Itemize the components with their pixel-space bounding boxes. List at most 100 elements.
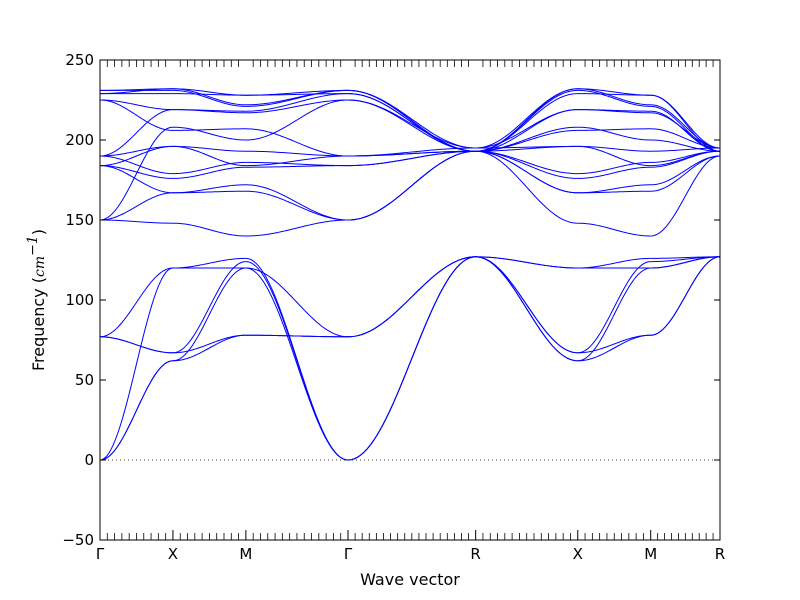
band-line-0-13	[99, 145, 173, 157]
x-tick-label: Γ	[344, 545, 353, 563]
band-line-2-7	[245, 190, 349, 221]
band-line-6-18	[650, 94, 721, 152]
band-line-1-18	[172, 88, 246, 96]
band-line-2-8	[245, 184, 349, 221]
band-line-1-2	[172, 334, 246, 354]
band-line-2-5	[245, 267, 349, 338]
band-line-0-14	[99, 109, 173, 157]
band-line-3-8	[347, 150, 476, 221]
band-line-2-1	[245, 334, 348, 338]
band-line-2-6	[245, 219, 349, 237]
band-line-5-4	[577, 257, 651, 269]
x-tick-label: Γ	[96, 545, 105, 563]
band-line-5-3	[577, 261, 651, 354]
band-line-2-13	[245, 128, 349, 157]
y-tick-label: 0	[84, 451, 94, 469]
band-line-1-11	[172, 145, 246, 167]
band-line-2-12	[245, 150, 349, 157]
band-line-5-16	[577, 109, 651, 112]
band-line-4-17	[475, 93, 578, 152]
band-line-3-5	[347, 256, 476, 338]
y-tick-label: 100	[65, 291, 94, 309]
band-line-5-0	[577, 334, 651, 362]
band-line-1-19	[172, 88, 246, 106]
band-line-4-19	[475, 88, 578, 152]
y-axis-label: Frequency (cm−1)	[25, 229, 48, 371]
x-tick-label: M	[239, 545, 252, 563]
band-line-0-9	[99, 165, 173, 194]
band-line-0-11	[99, 145, 173, 167]
band-line-0-12	[99, 155, 173, 175]
band-line-1-3	[172, 261, 246, 354]
band-line-2-20	[245, 89, 349, 107]
band-line-5-8	[577, 184, 651, 194]
band-line-0-10	[99, 165, 173, 179]
band-line-0-16	[99, 99, 173, 131]
band-line-5-12	[577, 145, 651, 152]
band-line-0-8	[99, 126, 173, 221]
band-line-1-13	[172, 128, 246, 131]
band-line-1-4	[172, 257, 246, 269]
axis-ticks-layer: −50 0 50 100 150 200 250 Γ X M Γ R X M R	[62, 51, 725, 563]
band-line-3-10	[347, 150, 476, 167]
band-line-0-6	[100, 219, 173, 224]
band-line-5-20	[577, 89, 651, 107]
band-line-0-1	[99, 360, 173, 461]
band-line-0-2	[99, 267, 174, 461]
band-line-2-18	[245, 89, 349, 96]
band-line-3-13	[347, 147, 476, 157]
y-tick-label: 50	[75, 371, 94, 389]
x-tick-label: X	[168, 545, 178, 563]
y-axis-label-exponent: −1	[25, 235, 41, 256]
band-line-6-19	[650, 104, 721, 149]
band-line-1-8	[172, 184, 246, 194]
band-line-1-14	[172, 126, 246, 141]
band-line-3-18	[347, 89, 476, 149]
band-line-2-14	[245, 99, 349, 141]
x-axis-label: Wave vector	[360, 570, 460, 589]
band-line-1-0	[172, 334, 246, 362]
y-axis-label-unit: cm	[32, 256, 48, 277]
band-line-5-1	[577, 267, 651, 362]
band-line-4-5	[475, 256, 578, 269]
band-line-4-6	[475, 150, 578, 224]
band-line-1-6	[172, 222, 246, 237]
y-tick-label: 150	[65, 211, 94, 229]
band-line-4-15	[475, 109, 578, 152]
x-tick-label: X	[573, 545, 583, 563]
band-line-4-16	[475, 129, 578, 152]
y-tick-label: −50	[62, 531, 94, 549]
band-line-2-2	[245, 267, 349, 461]
band-line-2-10	[245, 161, 348, 167]
band-line-2-4	[245, 257, 349, 461]
band-line-3-14	[347, 99, 476, 149]
band-line-6-17	[650, 94, 721, 149]
band-line-5-9	[577, 166, 651, 179]
band-line-6-13	[650, 128, 721, 149]
band-line-3-15	[347, 99, 476, 152]
band-line-6-8	[650, 155, 721, 186]
band-line-1-9	[172, 166, 246, 179]
plot-frame	[99, 59, 721, 541]
band-line-2-15	[245, 99, 349, 114]
band-line-4-12	[475, 150, 578, 175]
band-lines-layer	[99, 88, 721, 461]
band-line-4-20	[475, 89, 578, 152]
x-tick-label: R	[715, 545, 725, 563]
band-line-1-20	[172, 89, 246, 107]
y-tick-label: 200	[65, 131, 94, 149]
x-tick-label: R	[470, 545, 480, 563]
band-line-6-6	[650, 155, 721, 237]
band-line-0-5	[99, 267, 173, 338]
band-line-5-10	[577, 161, 651, 175]
band-line-3-2	[347, 256, 476, 461]
band-line-5-13	[577, 128, 651, 131]
x-tick-label: M	[644, 545, 657, 563]
band-line-6-2	[650, 256, 721, 336]
band-line-1-1	[172, 267, 246, 362]
band-line-1-12	[172, 145, 246, 152]
band-line-6-4	[650, 256, 720, 259]
band-line-0-4	[99, 336, 173, 354]
y-tick-label: 250	[65, 51, 94, 69]
